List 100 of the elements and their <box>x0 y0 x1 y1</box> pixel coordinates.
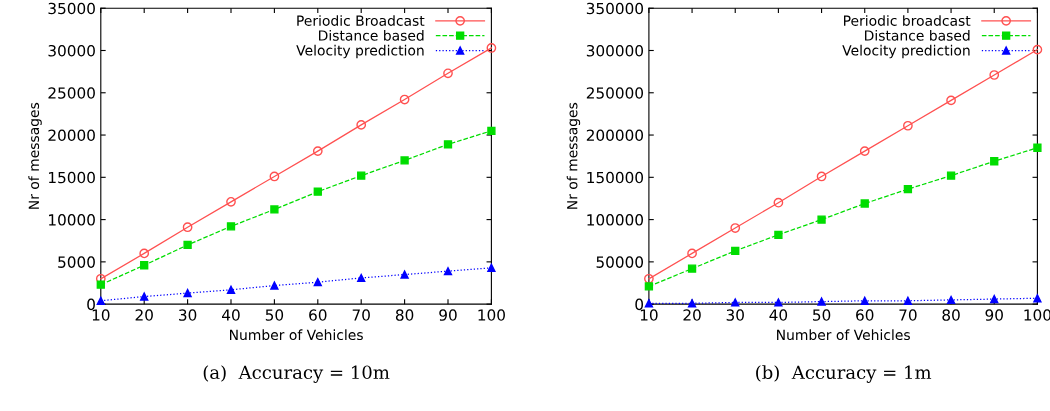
point <box>487 126 496 135</box>
point <box>731 298 740 307</box>
x-tick-label: 70 <box>352 309 370 321</box>
point <box>226 196 236 207</box>
point <box>400 270 409 279</box>
point <box>860 199 869 208</box>
point <box>226 222 236 231</box>
x-tick-label: 50 <box>813 309 831 321</box>
point <box>226 285 236 294</box>
point <box>139 248 150 259</box>
y-tick-label: 100000 <box>587 214 644 226</box>
x-tick-label: 80 <box>942 309 960 321</box>
x-tick-label: 90 <box>985 309 1003 321</box>
point <box>96 280 105 289</box>
point <box>400 156 409 165</box>
x-tick-label: 90 <box>439 309 457 321</box>
y-tick-label: 300000 <box>586 44 644 57</box>
y-tick-label: 0 <box>87 298 95 311</box>
legend-label: Distance based <box>865 30 970 41</box>
x-tick-label: 40 <box>769 309 788 321</box>
point <box>399 94 410 105</box>
point <box>269 171 280 182</box>
point <box>903 184 913 194</box>
point <box>990 294 999 304</box>
y-tick-label: 50000 <box>596 256 644 268</box>
point <box>356 120 367 130</box>
text: (b) Accuracy = 1m <box>756 365 932 383</box>
y-tick-label: 200000 <box>586 129 644 142</box>
x-tick-label: 10 <box>92 309 110 321</box>
x-tick-label: 40 <box>222 309 240 321</box>
point <box>357 273 366 283</box>
point <box>443 140 453 149</box>
point <box>443 68 453 79</box>
x-tick-label: 30 <box>726 309 744 321</box>
x-axis-title: Number of Vehicles <box>777 329 910 341</box>
point <box>774 298 783 307</box>
x-axis-title: Number of Vehicles <box>230 329 363 341</box>
point <box>859 146 870 156</box>
point <box>773 197 784 208</box>
y-tick-label: 10000 <box>49 214 95 226</box>
point <box>946 171 956 180</box>
x-tick-label: 10 <box>640 309 658 321</box>
x-tick-label: 80 <box>395 309 414 321</box>
y-axis-title: Nr of messages <box>28 102 42 209</box>
legend-label: Velocity prediction <box>296 44 424 59</box>
point <box>443 266 453 276</box>
point <box>644 282 654 291</box>
point <box>312 146 323 156</box>
point <box>731 246 740 256</box>
point <box>903 120 913 131</box>
point <box>903 296 913 305</box>
point <box>730 223 741 233</box>
point <box>1033 143 1042 152</box>
y-axis-title: Nr of messages <box>566 102 581 209</box>
x-tick-label: 30 <box>179 309 197 321</box>
point <box>687 299 697 308</box>
legend-label: Periodic broadcast <box>844 15 971 26</box>
x-tick-label: 70 <box>899 309 917 321</box>
point <box>486 43 497 53</box>
y-tick-label: 150000 <box>587 171 644 184</box>
point <box>774 230 783 239</box>
text: (a) Accuracy = 10m <box>203 365 390 383</box>
y-tick-label: 30000 <box>48 44 95 57</box>
point <box>687 264 697 273</box>
legend-label: Distance based <box>319 30 424 41</box>
point <box>990 157 999 166</box>
point <box>860 296 869 305</box>
x-tick-label: 50 <box>265 309 284 321</box>
x-tick-label: 20 <box>683 309 701 321</box>
legend-label: Velocity prediction <box>842 44 970 59</box>
point <box>270 281 279 290</box>
y-tick-label: 350000 <box>586 2 644 15</box>
point <box>487 263 496 272</box>
point <box>270 205 279 214</box>
x-tick-label: 100 <box>1024 309 1050 321</box>
point <box>183 288 192 298</box>
point <box>183 240 192 250</box>
legend-label: Periodic Broadcast <box>297 15 425 26</box>
x-tick-label: 60 <box>856 309 874 321</box>
point <box>1032 44 1043 55</box>
x-tick-label: 100 <box>478 309 505 321</box>
y-tick-label: 5000 <box>58 256 95 268</box>
point <box>946 295 956 305</box>
point <box>817 297 826 306</box>
point <box>817 215 826 224</box>
point <box>816 171 827 182</box>
point <box>313 187 322 196</box>
point <box>644 299 654 308</box>
point <box>182 222 193 233</box>
point <box>687 248 697 259</box>
y-tick-label: 20000 <box>48 129 95 142</box>
point <box>313 277 322 287</box>
y-tick-label: 15000 <box>49 171 95 184</box>
y-tick-label: 35000 <box>48 2 95 15</box>
x-tick-label: 60 <box>309 309 327 321</box>
y-tick-label: 250000 <box>586 87 644 99</box>
y-tick-label: 25000 <box>48 87 95 99</box>
point <box>140 292 149 301</box>
point <box>644 273 654 284</box>
point <box>140 261 149 270</box>
